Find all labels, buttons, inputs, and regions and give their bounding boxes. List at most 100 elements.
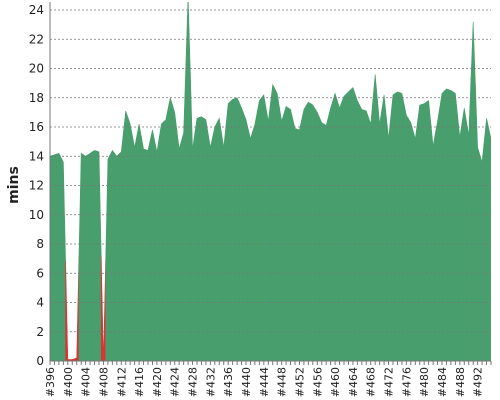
area-segment	[87, 151, 93, 362]
area-segment	[216, 117, 222, 362]
x-tick-label: #452	[293, 367, 306, 397]
x-tick-label: #436	[222, 367, 235, 397]
area-segment	[132, 135, 138, 362]
x-tick-label: #404	[80, 367, 93, 397]
y-tick-label: 14	[29, 149, 44, 163]
area-segment	[408, 117, 414, 362]
area-segment	[283, 106, 289, 362]
area-segment	[65, 260, 71, 362]
area-segment	[457, 115, 463, 362]
area-segment	[234, 97, 240, 362]
area-segment	[314, 107, 320, 362]
x-tick-label: #480	[418, 367, 431, 397]
area-segment	[479, 140, 485, 362]
area-segment	[448, 89, 454, 362]
y-tick-label: 22	[29, 32, 44, 46]
area-segment	[212, 122, 218, 362]
area-segment	[136, 124, 142, 362]
x-tick-label: #476	[400, 367, 413, 397]
area-segment	[461, 107, 467, 362]
y-tick-label: 6	[36, 266, 44, 280]
area-segment	[194, 117, 200, 362]
area-segment	[243, 113, 249, 362]
area-segment	[386, 116, 392, 362]
area-segment	[377, 99, 383, 362]
area-segment	[274, 88, 280, 362]
area-segment	[221, 125, 227, 362]
x-tick-label: #424	[169, 367, 182, 397]
area-segment	[439, 90, 445, 362]
x-tick-label: #468	[365, 367, 378, 397]
y-tick-label: 8	[36, 237, 44, 251]
area-segment	[279, 107, 285, 362]
area-segment	[337, 100, 343, 362]
area-segment	[261, 94, 267, 362]
area-segment	[239, 102, 245, 362]
area-segment	[167, 97, 173, 362]
area-segment	[332, 92, 338, 362]
area-segment	[56, 152, 62, 362]
area-segment	[78, 152, 84, 362]
area-segment	[252, 112, 258, 362]
area-segment	[114, 152, 120, 362]
area-segment	[141, 136, 147, 362]
area-segment	[172, 104, 178, 362]
area-segment	[292, 118, 298, 362]
area-segment	[225, 100, 231, 362]
area-segment	[51, 153, 57, 362]
area-segment	[270, 83, 276, 362]
x-tick-label: #448	[276, 367, 289, 397]
area-segment	[390, 92, 396, 362]
area-segment	[185, 2, 191, 362]
x-tick-label: #464	[347, 367, 360, 397]
area-segment	[149, 129, 155, 362]
area-segment	[118, 131, 124, 362]
area-segment	[350, 86, 356, 362]
area-segment	[60, 157, 66, 362]
area-segment	[381, 94, 387, 362]
x-tick-label: #444	[258, 367, 271, 397]
x-tick-label: #400	[62, 367, 75, 397]
area-segment	[484, 118, 490, 362]
x-tick-label: #460	[329, 367, 342, 397]
area-segment	[399, 92, 405, 362]
area-segment	[363, 109, 369, 362]
x-tick-label: #472	[383, 367, 396, 397]
area-segment	[190, 72, 196, 362]
area-segment	[92, 150, 98, 362]
plot-area	[50, 2, 491, 362]
area-segment	[100, 256, 106, 362]
area-segment	[341, 93, 347, 362]
area-segment	[203, 117, 209, 362]
area-segment	[127, 117, 133, 362]
area-segment	[435, 107, 441, 362]
area-segment	[470, 21, 476, 362]
x-tick-label: #408	[97, 367, 110, 397]
area-segment	[181, 64, 187, 362]
x-tick-label: #396	[44, 367, 57, 397]
y-tick-label: 4	[36, 296, 44, 310]
area-segment	[426, 100, 432, 362]
area-segment	[256, 96, 262, 362]
area-segment	[230, 98, 236, 362]
x-tick-label: #432	[204, 367, 217, 397]
y-tick-label: 20	[29, 62, 44, 76]
area-segment	[466, 78, 472, 362]
area-segment	[345, 88, 351, 362]
x-tick-label: #428	[187, 367, 200, 397]
y-tick-label: 10	[29, 208, 44, 222]
x-tick-label: #416	[133, 367, 146, 397]
area-segment	[247, 129, 253, 362]
area-segment	[328, 100, 334, 362]
area-segment	[323, 116, 329, 362]
area-segment	[412, 121, 418, 362]
area-segment	[430, 123, 436, 362]
x-tick-label: #456	[311, 367, 324, 397]
area-segment	[96, 150, 102, 362]
area-segment	[452, 91, 458, 362]
y-tick-label: 18	[29, 91, 44, 105]
area-segment	[488, 128, 491, 362]
x-tick-label: #488	[454, 367, 467, 397]
y-tick-label: 0	[36, 354, 44, 368]
